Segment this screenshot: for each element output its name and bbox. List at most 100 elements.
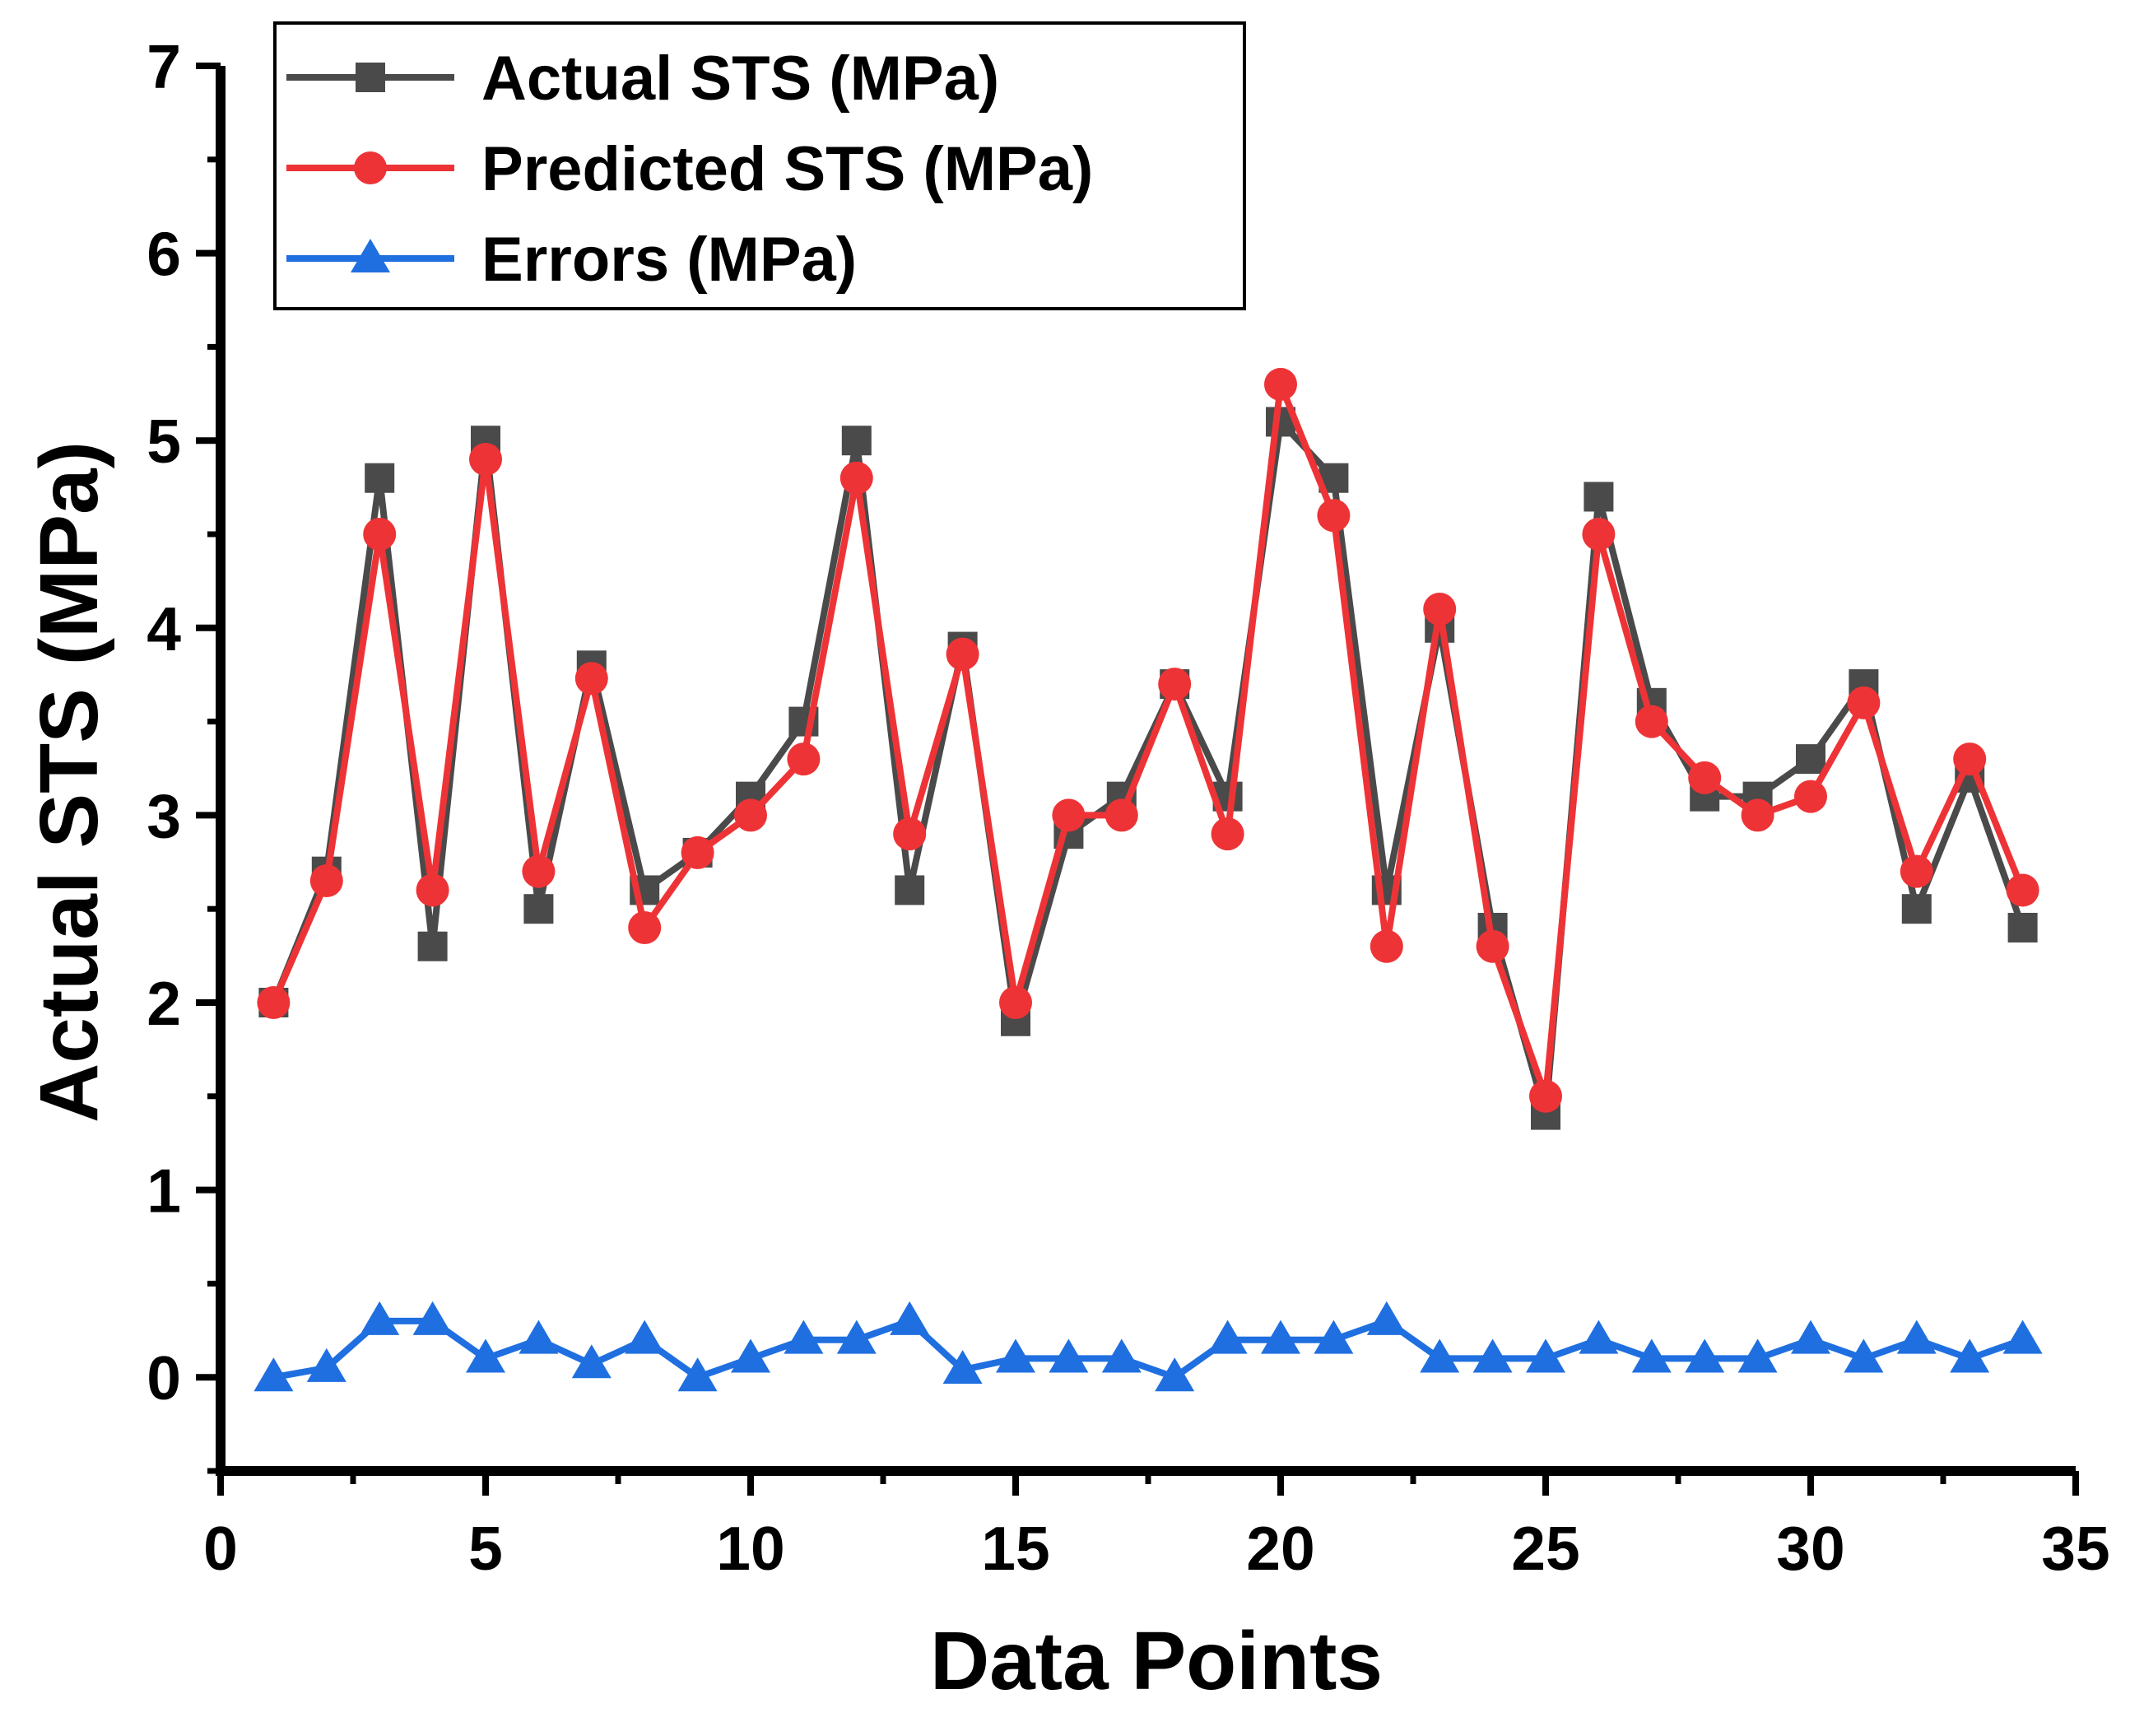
series-3-point-34	[2002, 1319, 2043, 1354]
series-2-point-16	[1052, 798, 1086, 832]
series-2-point-9	[681, 835, 714, 869]
series-2-point-18	[1158, 668, 1192, 701]
legend-label-1: Actual STS (MPa)	[481, 44, 999, 114]
axes-layer: 0 1 2 3 4 5 6 7 0 5 10 15 20 25 30 35	[146, 32, 2109, 1583]
x-tick-label: 35	[2041, 1514, 2109, 1583]
series-3-point-4	[412, 1301, 453, 1335]
series-2-line	[270, 380, 2026, 1100]
series-2-point-4	[416, 873, 449, 907]
series-3-point-18	[1155, 1357, 1195, 1392]
series-3-point-3	[360, 1301, 400, 1335]
y-tick-label: 4	[146, 594, 181, 663]
series-2-point-34	[2006, 873, 2039, 907]
series-1-point-6	[523, 894, 554, 924]
series-2-point-25	[1529, 1079, 1562, 1113]
series-3-point-25	[1526, 1338, 1565, 1373]
series-3-point-15	[996, 1338, 1035, 1373]
series-1-point-32	[1901, 894, 1932, 924]
x-tick-label: 10	[716, 1514, 784, 1583]
series-3-point-19	[1207, 1319, 1248, 1354]
series-3-point-23	[1420, 1338, 1460, 1373]
series-3-point-24	[1472, 1338, 1513, 1373]
series-1-line	[270, 418, 2026, 1119]
series-1-point-12	[841, 426, 872, 456]
series-3-point-30	[1791, 1319, 1830, 1354]
series-3-point-17	[1101, 1338, 1142, 1373]
series-1-point-3	[365, 463, 395, 493]
series-3-point-28	[1685, 1338, 1725, 1373]
series-2-point-32	[1900, 854, 1933, 888]
y-tick-label: 6	[146, 220, 181, 289]
legend-label-3: Errors (MPa)	[481, 225, 857, 295]
series-3-point-32	[1896, 1319, 1937, 1354]
series-2-point-27	[1635, 705, 1668, 738]
series-2-point-8	[628, 910, 662, 944]
series-2-point-20	[1264, 367, 1297, 401]
series-2-point-14	[946, 637, 979, 671]
series-3-point-1	[253, 1357, 294, 1392]
legend-swatch-marker-3	[351, 239, 390, 272]
series-2-point-23	[1423, 593, 1457, 626]
series-2	[257, 367, 2039, 1113]
series-3-point-9	[677, 1357, 718, 1392]
legend-swatch-marker-1	[356, 63, 385, 92]
series-3	[253, 1301, 2043, 1392]
y-tick-label: 2	[146, 969, 181, 1038]
series-1-point-4	[417, 931, 448, 961]
series-layer	[253, 367, 2043, 1392]
series-3-point-22	[1366, 1301, 1407, 1335]
series-3-point-8	[625, 1319, 665, 1354]
series-2-point-29	[1741, 798, 1774, 832]
series-2-point-31	[1847, 686, 1881, 719]
y-tick-label: 3	[146, 781, 181, 850]
series-2-point-3	[363, 518, 397, 551]
series-3-point-12	[836, 1319, 877, 1354]
series-2-point-33	[1953, 742, 1987, 776]
series-2-point-7	[574, 662, 608, 696]
series-2-point-10	[734, 798, 767, 832]
x-axis-title: Data Points	[930, 1615, 1383, 1707]
series-3-point-29	[1737, 1338, 1778, 1373]
series-3-point-11	[784, 1319, 824, 1354]
series-2-point-12	[839, 461, 873, 495]
x-tick-label: 30	[1776, 1514, 1844, 1583]
series-2-point-28	[1688, 761, 1722, 794]
x-tick-label: 25	[1511, 1514, 1579, 1583]
series-2-point-11	[787, 742, 821, 776]
series-2-point-17	[1105, 798, 1138, 832]
series-3-point-26	[1579, 1319, 1619, 1354]
y-tick-label: 0	[146, 1343, 181, 1413]
series-2-point-30	[1794, 780, 1827, 813]
legend-swatch-marker-2	[354, 151, 387, 184]
series-2-point-6	[522, 854, 556, 888]
x-tick-label: 5	[468, 1514, 503, 1583]
series-3-point-7	[571, 1344, 612, 1379]
y-tick-label: 5	[146, 407, 181, 476]
series-3-point-6	[519, 1319, 559, 1354]
series-3-point-2	[306, 1347, 346, 1382]
x-tick-label: 0	[203, 1514, 238, 1583]
series-1-point-34	[2007, 912, 2038, 942]
series-1-point-13	[895, 875, 925, 905]
series-3-point-13	[890, 1301, 930, 1335]
series-2-point-26	[1582, 518, 1616, 551]
series-3-point-31	[1844, 1338, 1884, 1373]
x-tick-label: 15	[981, 1514, 1049, 1583]
series-3-point-16	[1049, 1338, 1089, 1373]
series-2-point-21	[1317, 499, 1351, 533]
series-2-point-13	[893, 817, 927, 851]
series-2-point-24	[1476, 929, 1509, 963]
series-3-point-27	[1631, 1338, 1672, 1373]
series-3-point-33	[1950, 1338, 1990, 1373]
series-2-point-2	[309, 864, 343, 898]
y-tick-label: 7	[146, 32, 181, 101]
series-2-point-5	[469, 442, 502, 476]
series-3-point-10	[731, 1338, 770, 1373]
series-3-point-20	[1261, 1319, 1300, 1354]
series-1-point-30	[1796, 744, 1825, 775]
series-2-point-22	[1370, 929, 1403, 963]
legend: Actual STS (MPa) Predicted STS (MPa) Error…	[273, 21, 1246, 310]
series-1-point-26	[1584, 482, 1614, 512]
series-2-point-1	[257, 986, 291, 1019]
